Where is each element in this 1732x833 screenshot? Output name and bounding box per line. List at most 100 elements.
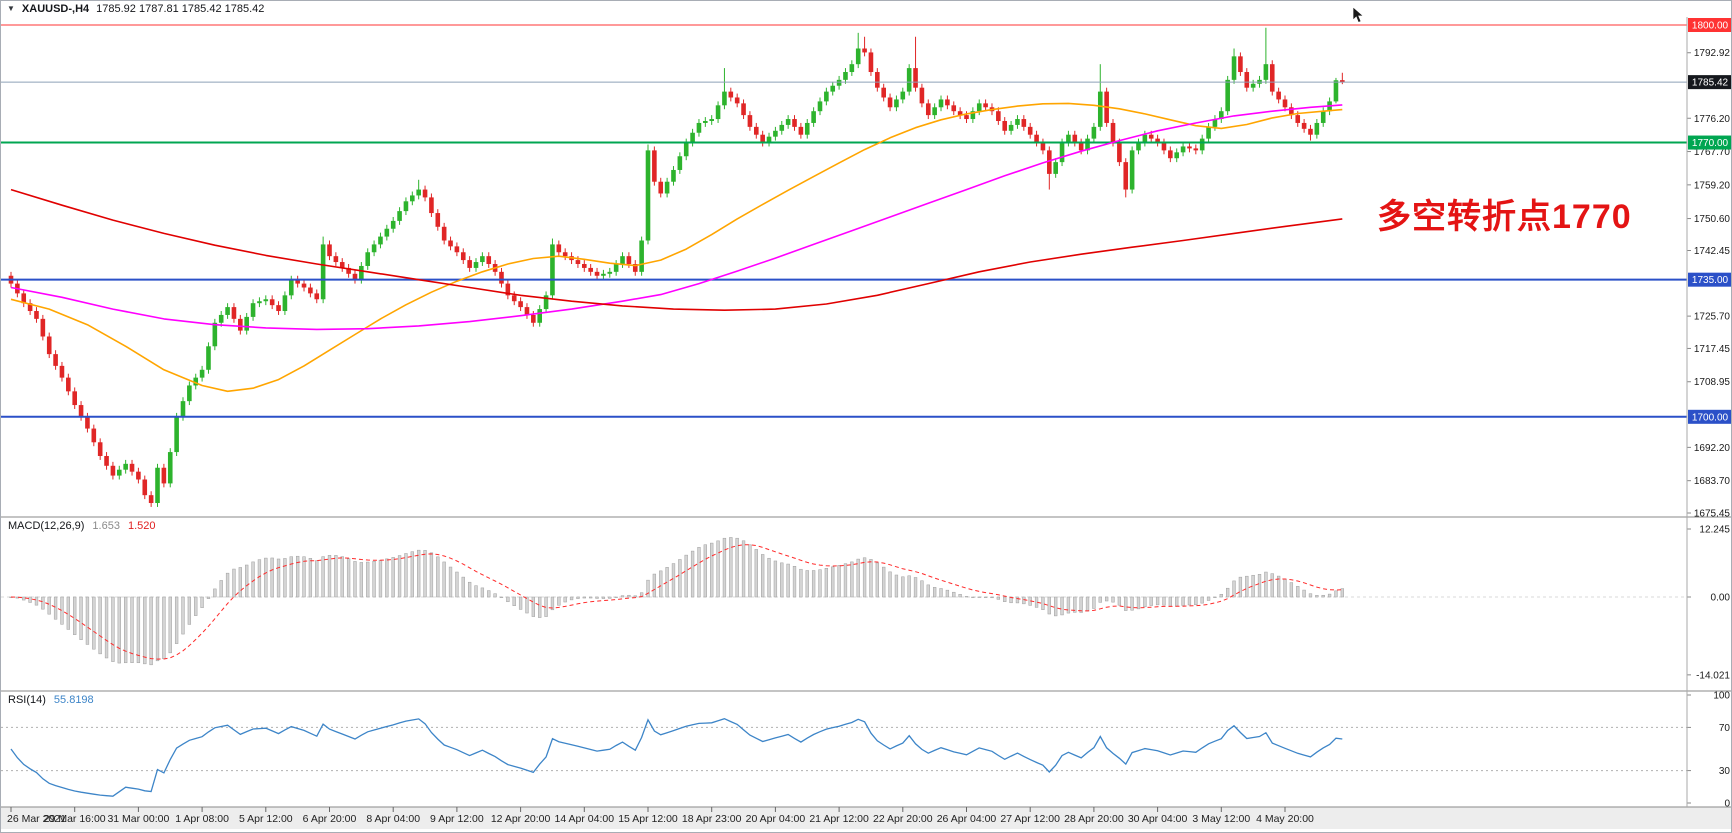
macd-histogram-bar	[340, 556, 344, 598]
macd-histogram-bar	[423, 550, 427, 598]
macd-histogram-bar	[1238, 576, 1243, 598]
macd-histogram-bar	[996, 596, 1001, 600]
macd-histogram-bar	[926, 584, 930, 598]
macd-histogram-bar	[474, 585, 478, 598]
price-axis[interactable]: 1792.92 1776.20 1767.70 1759.20 1750.60 1742.…	[1687, 18, 1732, 520]
price-axis-label: 1767.70	[1694, 147, 1731, 158]
macd-histogram-bar	[1130, 596, 1134, 611]
candle-down	[582, 264, 587, 268]
candle-down	[46, 336, 52, 355]
candle-down	[575, 260, 581, 265]
candle-up	[1053, 162, 1058, 174]
candle-down	[1161, 142, 1167, 151]
macd-histogram-bar	[1124, 596, 1128, 611]
macd-histogram-bar	[697, 547, 701, 598]
time-axis-label: 28 Apr 20:00	[1064, 813, 1124, 825]
macd-histogram-bar	[136, 596, 141, 664]
collapse-arrow-icon[interactable]: ▼	[7, 4, 15, 13]
macd-histogram-bar	[143, 596, 147, 665]
macd-histogram-bar	[117, 596, 121, 664]
candle-up	[187, 385, 192, 402]
candle-down	[1040, 142, 1046, 151]
macd-histogram-bar	[875, 562, 879, 598]
price-tag-1770.00[interactable]	[1688, 135, 1732, 150]
candle-down	[1034, 134, 1039, 143]
macd-signal-value: 1.520	[127, 520, 156, 532]
candle-down	[945, 99, 950, 106]
macd-histogram-bar	[1321, 594, 1325, 598]
candle-up	[359, 265, 364, 280]
candle-down	[524, 307, 530, 315]
macd-histogram-bar	[990, 596, 994, 599]
candle-down	[868, 52, 874, 73]
macd-histogram-bar	[397, 555, 402, 598]
macd-histogram-bar	[385, 558, 389, 598]
candle-up	[263, 299, 269, 302]
macd-histogram-bar	[1079, 596, 1083, 613]
candle-up	[123, 463, 128, 470]
rsi-axis-label: 100	[1713, 691, 1730, 702]
candle-down	[66, 377, 71, 392]
macd-histogram-bar	[168, 596, 172, 654]
candle-up	[1129, 150, 1135, 190]
macd-histogram-bar	[28, 596, 32, 603]
price-tag-1735.00[interactable]	[1688, 272, 1732, 287]
macd-histogram-bar	[1162, 596, 1166, 606]
candle-down	[1340, 80, 1345, 83]
time-axis-label: 22 Apr 20:00	[873, 813, 933, 825]
candle-up	[225, 307, 230, 315]
macd-histogram-bar	[907, 575, 911, 598]
macd-histogram-bar	[124, 596, 128, 664]
price-axis-label: 1683.70	[1694, 476, 1731, 487]
candle-up	[537, 309, 543, 323]
time-axis-label: 18 Apr 23:00	[682, 813, 742, 825]
price-tag-1800.00[interactable]	[1688, 18, 1732, 32]
candle-up	[480, 256, 485, 263]
candle-up	[218, 314, 224, 323]
macd-histogram-bar	[346, 558, 351, 598]
candle-up	[855, 48, 861, 65]
macd-histogram-bar	[888, 571, 892, 598]
macd-histogram-bar	[1003, 596, 1007, 602]
candle-down	[40, 318, 46, 337]
macd-histogram-bar	[219, 580, 223, 598]
candle-up	[244, 316, 249, 331]
candle-up	[785, 119, 791, 125]
candle-down	[919, 87, 925, 104]
price-axis-label: 1708.95	[1694, 377, 1731, 388]
candle-up	[709, 119, 714, 121]
macd-histogram-bar	[1092, 596, 1096, 609]
macd-histogram-bar	[1136, 596, 1141, 610]
macd-histogram-bar	[53, 596, 58, 620]
macd-histogram-bar	[1073, 596, 1077, 613]
macd-histogram-bar	[404, 553, 408, 598]
macd-histogram-bar	[608, 596, 612, 599]
time-axis-label: 12 Apr 20:00	[491, 813, 551, 825]
candle-down	[1295, 115, 1301, 123]
macd-histogram-bar	[920, 580, 924, 598]
macd-histogram-bar	[1257, 574, 1262, 598]
macd-histogram-bar	[862, 557, 867, 598]
candle-up	[849, 64, 855, 73]
candle-up	[378, 236, 383, 245]
candle-down	[78, 405, 84, 417]
candle-up	[174, 416, 179, 453]
candle-up	[193, 377, 199, 386]
candle-down	[753, 126, 759, 135]
chart-text-annotation[interactable]: 多空转折点1770	[1377, 198, 1632, 236]
price-tag-1700.00[interactable]	[1688, 409, 1732, 424]
macd-histogram-bar	[646, 579, 650, 598]
candle-up	[288, 279, 294, 296]
candle-down	[435, 213, 441, 227]
macd-histogram-bar	[34, 596, 39, 606]
macd-histogram-bar	[710, 542, 714, 598]
macd-axis-label: 12.245	[1699, 525, 1730, 536]
candle-down	[467, 260, 472, 268]
macd-histogram-bar	[41, 596, 45, 610]
time-axis-label: 6 Apr 20:00	[303, 813, 357, 825]
candle-up	[397, 211, 402, 221]
macd-histogram-bar	[901, 576, 905, 598]
macd-histogram-bar	[257, 559, 262, 598]
